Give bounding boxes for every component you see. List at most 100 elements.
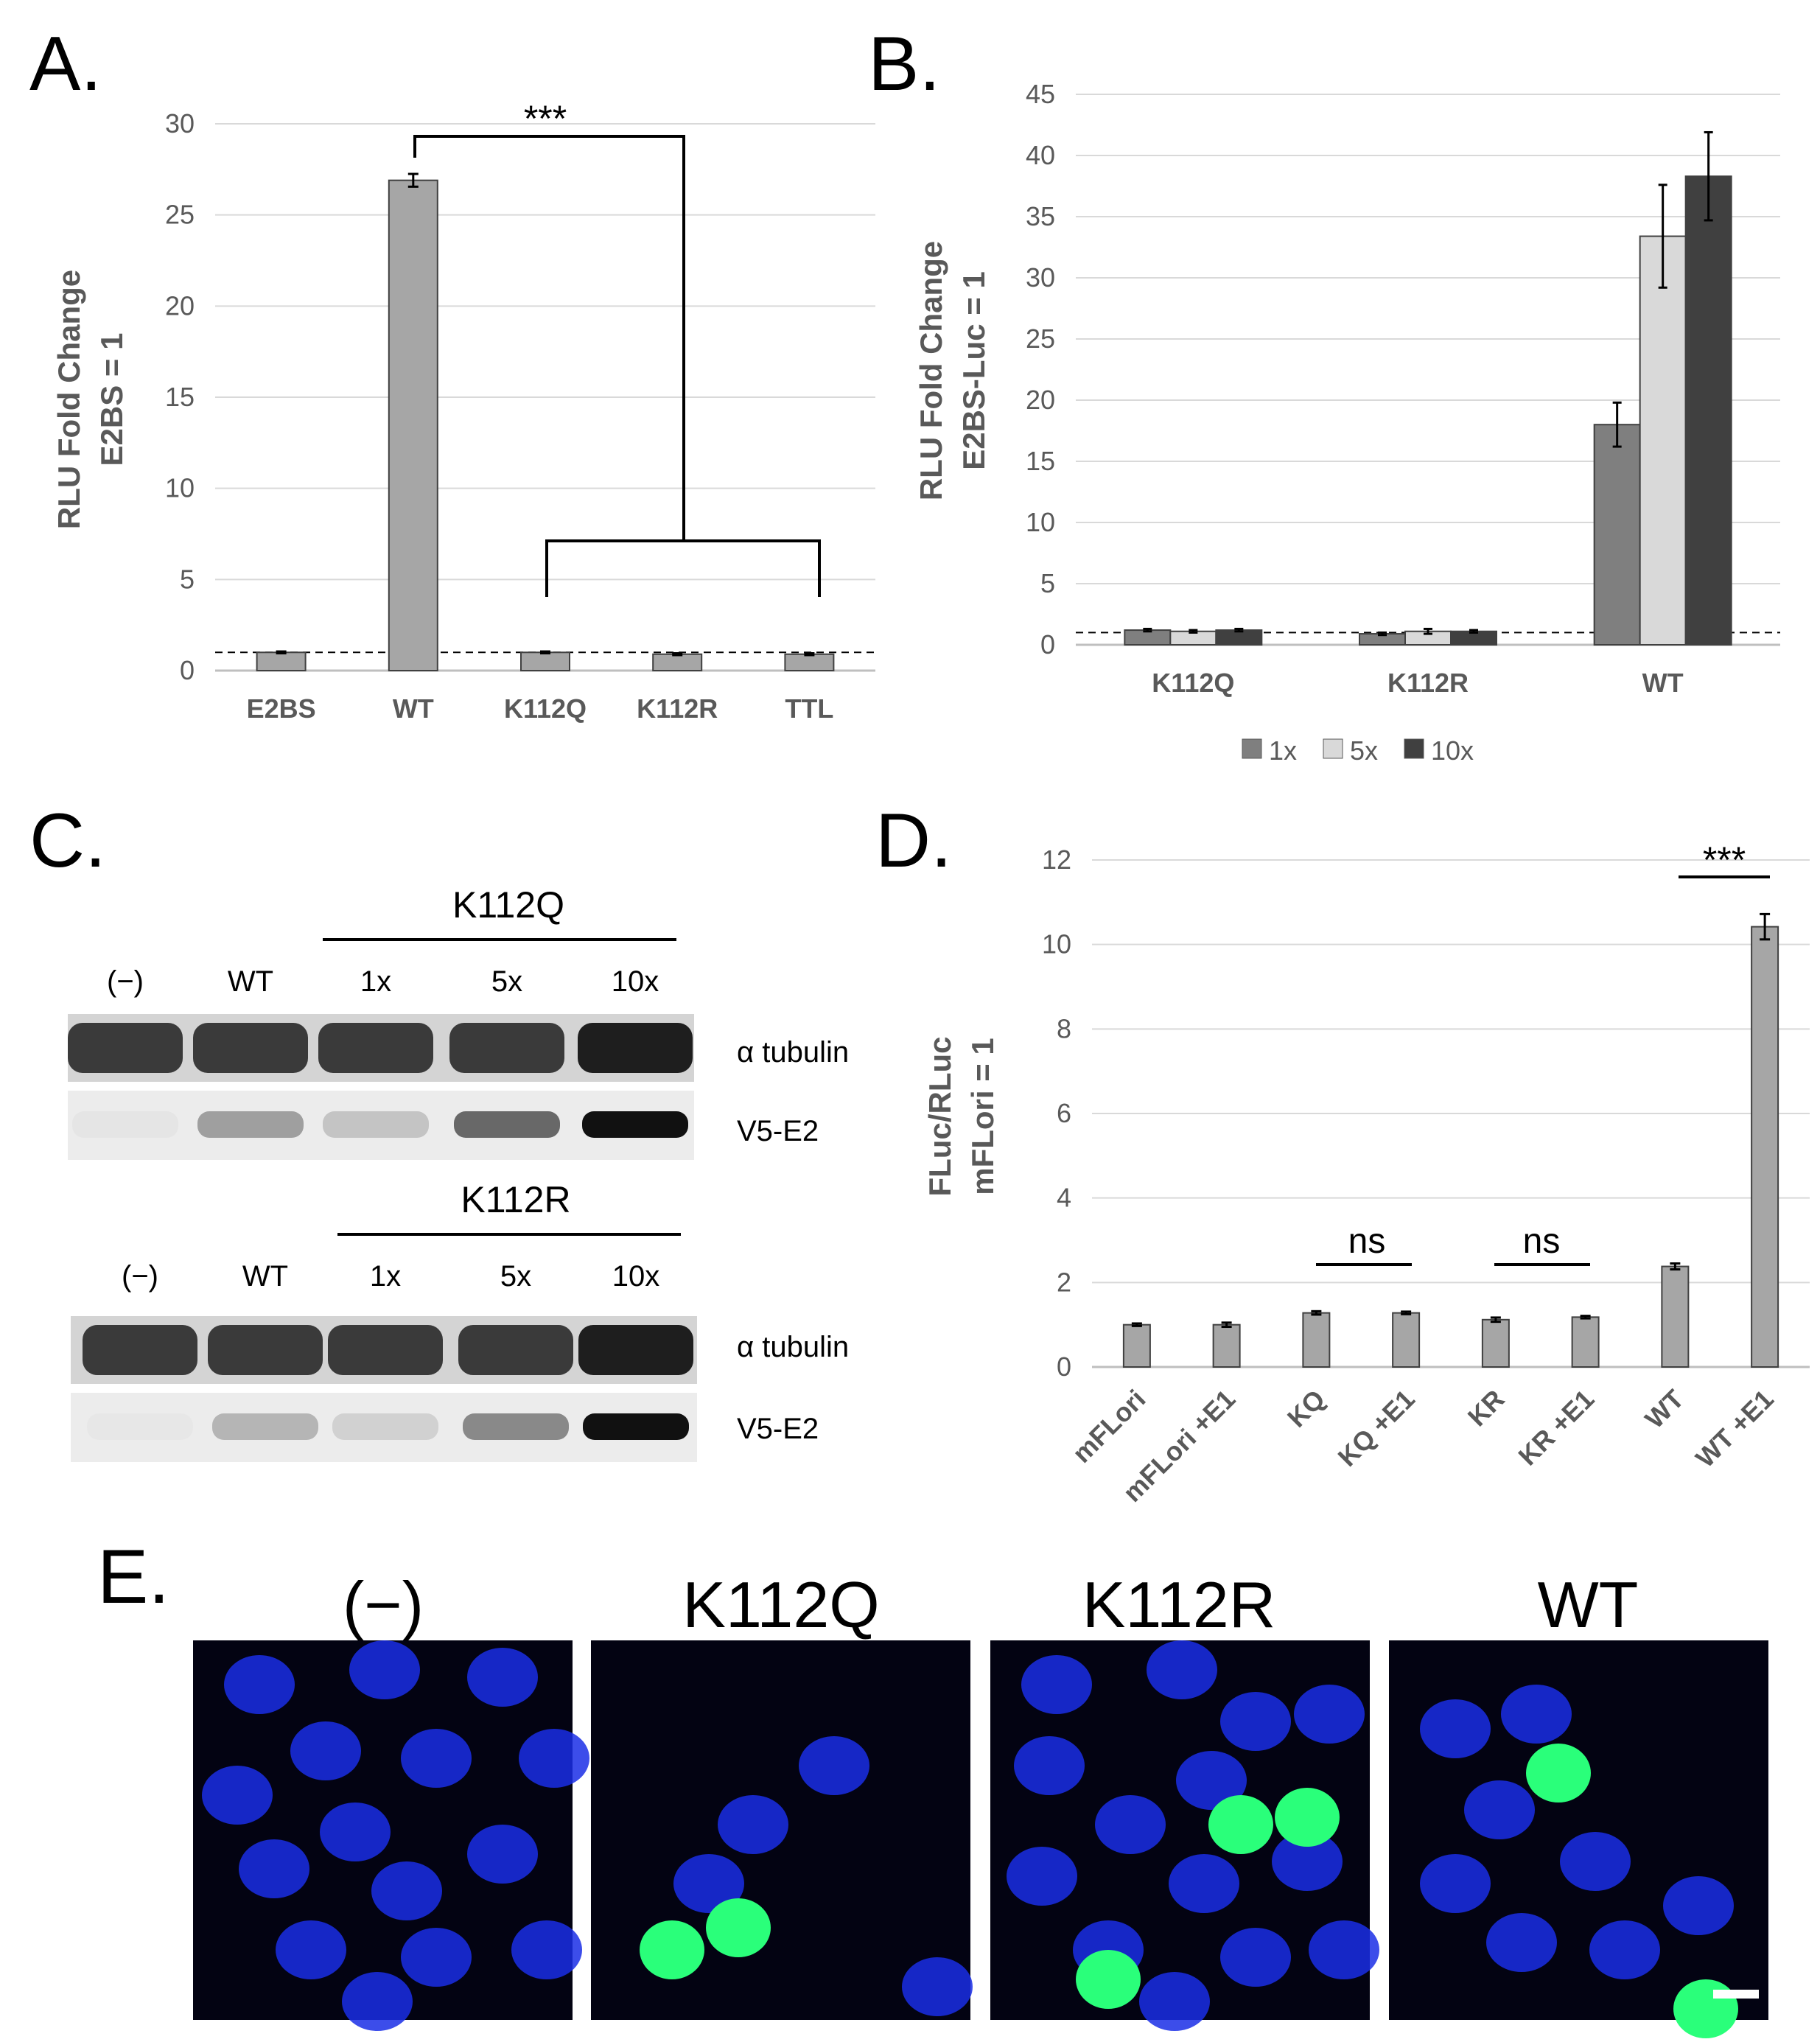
bar bbox=[1212, 1324, 1241, 1368]
nucleus bbox=[1014, 1736, 1085, 1795]
gfp-nucleus bbox=[706, 1898, 771, 1957]
v5-band bbox=[323, 1111, 429, 1138]
y-tick-label: 8 bbox=[1057, 1013, 1071, 1043]
blot-bottom-image bbox=[71, 1316, 697, 1462]
y-tick-label: 10 bbox=[1026, 507, 1055, 537]
nucleus bbox=[718, 1795, 788, 1854]
panel-b: B. 0 5 10 15 20 25 30 35 40 45 K112Q K112R WT RLU F… bbox=[868, 21, 1780, 766]
bar bbox=[1661, 1265, 1690, 1368]
nucleus bbox=[401, 1729, 472, 1788]
blot-top-group-label: K112Q bbox=[452, 884, 564, 926]
y-tick-label: 5 bbox=[180, 564, 195, 594]
panel-d-sig-wt: *** bbox=[1703, 839, 1746, 881]
bar bbox=[652, 653, 703, 671]
y-tick-label: 4 bbox=[1057, 1183, 1071, 1213]
blot-bottom-lane-label: 10x bbox=[612, 1260, 660, 1293]
category-label: WT +E1 bbox=[1690, 1384, 1779, 1474]
y-tick-label: 2 bbox=[1057, 1267, 1071, 1297]
nucleus bbox=[401, 1928, 472, 1987]
tubulin-band bbox=[328, 1325, 443, 1375]
bar-1x bbox=[1593, 424, 1641, 646]
nucleus bbox=[1169, 1854, 1239, 1913]
nucleus bbox=[1147, 1640, 1217, 1699]
panel-b-ylabel-line1: RLU Fold Change bbox=[914, 241, 948, 500]
tubulin-band bbox=[83, 1325, 197, 1375]
bar bbox=[520, 651, 570, 671]
nucleus bbox=[1220, 1928, 1291, 1987]
tubulin-band bbox=[193, 1023, 308, 1073]
category-label: K112R bbox=[637, 693, 718, 724]
blot-bottom-row-label: α tubulin bbox=[737, 1331, 849, 1363]
y-tick-label: 0 bbox=[1057, 1352, 1071, 1382]
panel-d-ylabel-line1: FLuc/RLuc bbox=[923, 1037, 957, 1197]
nucleus bbox=[1007, 1847, 1077, 1906]
bar bbox=[1481, 1318, 1510, 1368]
nucleus bbox=[467, 1648, 538, 1707]
category-label: K112Q bbox=[504, 693, 587, 724]
nucleus bbox=[202, 1766, 273, 1825]
nucleus bbox=[1220, 1692, 1291, 1751]
panel-a-ylabel-line1: RLU Fold Change bbox=[52, 270, 86, 529]
bar-10x bbox=[1684, 175, 1732, 646]
y-tick-label: 20 bbox=[165, 290, 195, 321]
panel-a-y-ticks: 0 5 10 15 20 25 30 bbox=[165, 108, 195, 685]
nucleus bbox=[1560, 1832, 1631, 1891]
nucleus bbox=[1294, 1685, 1365, 1744]
nucleus bbox=[1309, 1920, 1379, 1979]
nucleus bbox=[1501, 1685, 1572, 1744]
category-label: E2BS bbox=[247, 693, 316, 724]
scale-bar bbox=[1713, 1990, 1759, 1999]
gfp-nucleus bbox=[1526, 1744, 1591, 1803]
y-tick-label: 15 bbox=[165, 382, 195, 412]
tubulin-band bbox=[578, 1023, 693, 1073]
nucleus bbox=[1176, 1751, 1247, 1810]
bar bbox=[388, 179, 438, 671]
nucleus bbox=[1589, 1920, 1660, 1979]
panel-b-y-ticks: 0 5 10 15 20 25 30 35 40 45 bbox=[1026, 79, 1055, 660]
nucleus bbox=[239, 1839, 309, 1898]
legend-label-10x: 10x bbox=[1431, 735, 1474, 766]
v5-band bbox=[583, 1413, 689, 1440]
y-tick-label: 25 bbox=[165, 200, 195, 230]
nucleus bbox=[1095, 1795, 1166, 1854]
panel-a-categories: E2BS WT K112Q K112R TTL bbox=[247, 693, 834, 724]
blot-bottom-lane-label: 1x bbox=[370, 1260, 401, 1293]
bar bbox=[784, 653, 835, 671]
blot-top-lane-label: 1x bbox=[360, 965, 391, 998]
nucleus bbox=[673, 1854, 744, 1913]
y-tick-label: 12 bbox=[1042, 845, 1071, 875]
y-tick-label: 40 bbox=[1026, 140, 1055, 170]
bar bbox=[1751, 926, 1779, 1368]
blot-top-row-label: V5-E2 bbox=[737, 1115, 819, 1147]
y-tick-label: 10 bbox=[1042, 929, 1071, 959]
blot-bottom-group-label: K112R bbox=[461, 1179, 570, 1220]
blot-bottom-row-label: V5-E2 bbox=[737, 1413, 819, 1445]
blot-top-lane-label: (−) bbox=[107, 965, 144, 998]
panel-a-bars bbox=[256, 172, 835, 671]
nucleus bbox=[511, 1920, 582, 1979]
y-tick-label: 6 bbox=[1057, 1098, 1071, 1128]
nucleus bbox=[1272, 1832, 1343, 1891]
y-tick-label: 30 bbox=[1026, 262, 1055, 293]
category-label: WT bbox=[393, 693, 434, 724]
micro-label-neg: (−) bbox=[343, 1568, 424, 1641]
v5-band bbox=[87, 1413, 193, 1440]
panel-d-ylabel-line2: mFLori = 1 bbox=[965, 1038, 1000, 1195]
legend-swatch-1x bbox=[1242, 738, 1262, 759]
tubulin-band bbox=[578, 1325, 693, 1375]
y-tick-label: 30 bbox=[165, 108, 195, 139]
category-label: K112R bbox=[1387, 668, 1469, 698]
panel-b-bars bbox=[1124, 130, 1732, 646]
nucleus bbox=[224, 1655, 295, 1714]
bar-5x bbox=[1639, 235, 1687, 646]
bar bbox=[1571, 1316, 1600, 1368]
y-tick-label: 0 bbox=[180, 655, 195, 685]
nucleus bbox=[349, 1640, 420, 1699]
y-tick-label: 10 bbox=[165, 473, 195, 503]
category-label: KR +E1 bbox=[1512, 1384, 1600, 1472]
blot-bottom-lane-label: WT bbox=[242, 1260, 288, 1293]
y-tick-label: 15 bbox=[1026, 446, 1055, 476]
panel-d-gridlines bbox=[1092, 859, 1810, 1368]
